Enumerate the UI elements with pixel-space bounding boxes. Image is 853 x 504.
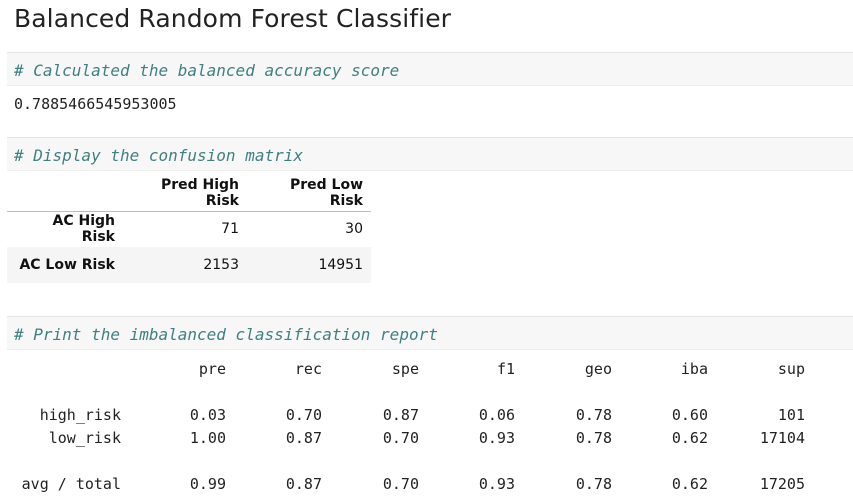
confusion-matrix-table: Pred High Risk Pred Low Risk AC High Ris… — [7, 176, 371, 283]
report-value: 17205 — [759, 475, 805, 493]
table-corner-cell — [7, 176, 123, 212]
table-cell: 2153 — [203, 257, 239, 273]
table-header-row: Pred High Risk Pred Low Risk — [7, 176, 371, 212]
report-value: 0.87 — [382, 406, 419, 424]
report-value: 0.70 — [382, 475, 419, 493]
report-value: 0.62 — [671, 475, 708, 493]
report-value: 0.87 — [285, 429, 322, 447]
table-row: AC Low Risk 2153 14951 — [7, 247, 371, 283]
report-value: 101 — [777, 406, 805, 424]
accuracy-output: 0.7885466545953005 — [14, 95, 177, 113]
report-value: 0.70 — [285, 406, 322, 424]
report-value: 0.03 — [189, 406, 226, 424]
report-value: 0.93 — [478, 429, 515, 447]
page-title: Balanced Random Forest Classifier — [14, 4, 452, 33]
code-comment: # Calculated the balanced accuracy score — [14, 61, 400, 80]
report-row-label: low_risk — [48, 429, 121, 447]
report-value: 0.62 — [671, 429, 708, 447]
report-value: 17104 — [759, 429, 805, 447]
report-value: 1.00 — [189, 429, 226, 447]
report-value: 0.99 — [189, 475, 226, 493]
column-header: Pred High Risk — [123, 176, 247, 212]
table-row: AC High Risk 71 30 — [7, 211, 371, 247]
report-value: 0.78 — [575, 406, 612, 424]
row-header: AC Low Risk — [19, 257, 115, 273]
report-value: 0.93 — [478, 475, 515, 493]
report-value: 0.78 — [575, 429, 612, 447]
code-cell-matrix[interactable]: # Display the confusion matrix — [7, 137, 853, 171]
report-header: iba — [680, 360, 708, 378]
report-header: geo — [584, 360, 612, 378]
code-cell-report[interactable]: # Print the imbalanced classification re… — [7, 316, 853, 350]
report-header: rec — [294, 360, 322, 378]
table-cell: 30 — [345, 221, 363, 238]
report-row-label: avg / total — [21, 475, 121, 493]
report-value: 0.60 — [671, 406, 708, 424]
report-row-label: high_risk — [39, 406, 121, 424]
report-header: spe — [391, 360, 419, 378]
column-header: Pred Low Risk — [247, 176, 371, 212]
report-header: sup — [777, 360, 805, 378]
code-comment: # Print the imbalanced classification re… — [14, 325, 438, 344]
report-value: 0.78 — [575, 475, 612, 493]
report-value: 0.87 — [285, 475, 322, 493]
report-header: pre — [198, 360, 226, 378]
report-value: 0.06 — [478, 406, 515, 424]
table-cell: 71 — [221, 221, 239, 238]
code-cell-accuracy[interactable]: # Calculated the balanced accuracy score — [7, 52, 853, 86]
row-header: AC High Risk — [52, 213, 116, 246]
code-comment: # Display the confusion matrix — [14, 146, 303, 165]
report-header: f1 — [496, 360, 515, 378]
table-cell: 14951 — [318, 257, 363, 273]
report-value: 0.70 — [382, 429, 419, 447]
